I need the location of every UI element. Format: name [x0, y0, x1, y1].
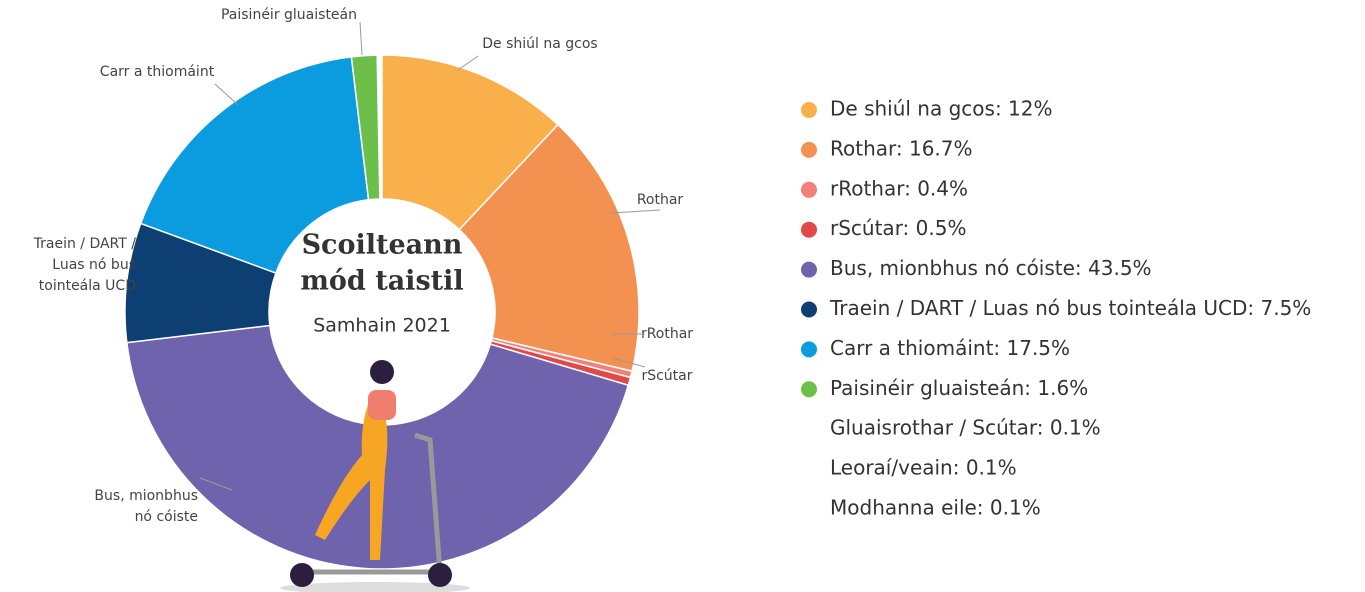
wheel	[290, 563, 314, 587]
rider-head	[370, 360, 394, 384]
chart: Scoilteann mód taistil Samhain 2021 De shiú…	[0, 0, 1365, 592]
legend-label: Paisinéir gluaisteán: 1.6%	[830, 376, 1088, 400]
slice-label: Carr a thiomáint	[100, 64, 215, 80]
leader-line	[215, 84, 238, 105]
chart-title: Scoilteann	[302, 230, 463, 261]
slice-label: Paisinéir gluaisteán	[221, 7, 357, 23]
rider-top	[368, 390, 396, 420]
slice-label: tointeála UCD	[39, 278, 136, 294]
slice-label: Traein / DART /	[33, 236, 137, 252]
slice-label: Rothar	[637, 192, 684, 208]
chart-subtitle: Samhain 2021	[313, 315, 451, 337]
legend-label: rRothar: 0.4%	[830, 176, 968, 200]
legend-label: Leoraí/veain: 0.1%	[830, 456, 1017, 480]
legend-label: Modhanna eile: 0.1%	[830, 496, 1041, 520]
slice-label: De shiúl na gcos	[482, 36, 597, 52]
legend-swatch	[801, 102, 817, 118]
wheel	[428, 563, 452, 587]
legend-label: rScútar: 0.5%	[830, 216, 966, 240]
legend-swatch	[801, 381, 817, 397]
chart-title: mód taistil	[300, 266, 463, 297]
legend-swatch	[801, 182, 817, 198]
legend-swatch	[801, 341, 817, 357]
legend-label: De shiúl na gcos: 12%	[830, 97, 1053, 121]
legend-label: Traein / DART / Luas nó bus tointeála UC…	[829, 296, 1311, 320]
slice-label: Luas nó bus	[52, 257, 136, 273]
legend-label: Gluaisrothar / Scútar: 0.1%	[830, 416, 1101, 440]
legend-label: Carr a thiomáint: 17.5%	[830, 336, 1070, 360]
slice-label: Bus, mionbhus	[94, 488, 198, 504]
slice-label: rScútar	[641, 368, 692, 384]
leader-line	[458, 56, 478, 70]
legend-label: Rothar: 16.7%	[830, 136, 973, 160]
legend-swatch	[801, 262, 817, 278]
slice-label: nó cóiste	[135, 509, 198, 525]
legend-swatch	[801, 142, 817, 158]
legend-swatch	[801, 222, 817, 238]
legend-swatch	[801, 302, 817, 318]
slice-label: rRothar	[641, 326, 693, 342]
legend-label: Bus, mionbhus nó cóiste: 43.5%	[830, 256, 1152, 280]
leader-line	[360, 22, 362, 55]
